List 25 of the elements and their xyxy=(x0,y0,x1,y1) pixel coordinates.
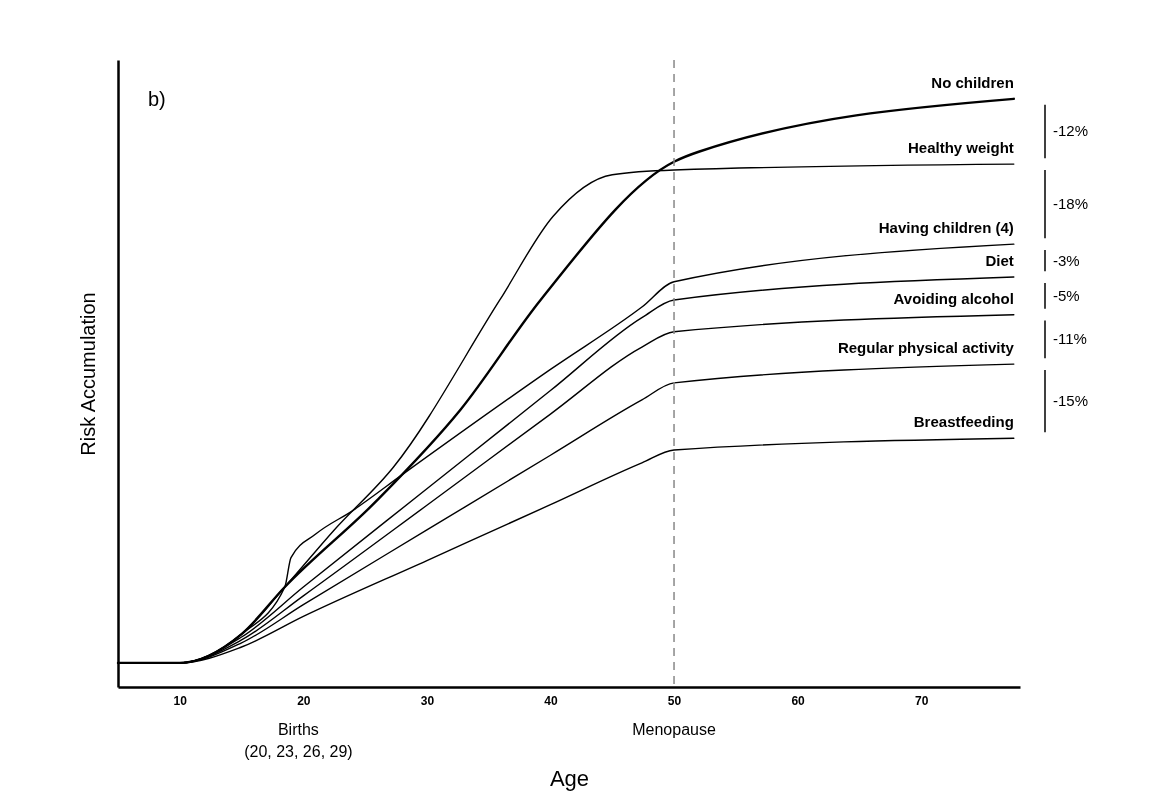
series-label: Breastfeeding xyxy=(913,413,1014,431)
text: Births (20, 23, 26, 29) xyxy=(244,721,353,760)
text: -3% xyxy=(1053,251,1080,269)
text: -12% xyxy=(1053,122,1089,140)
annotation: b) xyxy=(148,88,166,110)
text: -15% xyxy=(1053,392,1089,410)
x-tick-label: 60 xyxy=(791,693,806,708)
text: -11% xyxy=(1053,330,1087,348)
text: -5% xyxy=(1053,286,1080,304)
series-label: Regular physical activity xyxy=(837,339,1015,357)
x-tick-label: 30 xyxy=(420,693,435,708)
series-label: No children xyxy=(931,73,1014,91)
x-tick-label: 70 xyxy=(914,693,929,708)
ref-line-label: Menopause xyxy=(632,721,716,738)
x-axis-title: Age xyxy=(549,765,590,791)
x-tick-label: 50 xyxy=(667,693,682,708)
legend-label: Avoiding alcohol xyxy=(893,289,1014,307)
series-label: Healthy weight xyxy=(907,139,1014,157)
y-axis-title: Risk Accumulation xyxy=(76,292,99,456)
x-tick-label: 40 xyxy=(544,693,558,708)
legend-label: Diet xyxy=(985,252,1014,270)
x-tick-label: 20 xyxy=(297,693,311,708)
x-tick-label: 10 xyxy=(173,693,188,708)
text: -18% xyxy=(1053,195,1089,213)
series-label: Having children (4) xyxy=(878,219,1014,237)
